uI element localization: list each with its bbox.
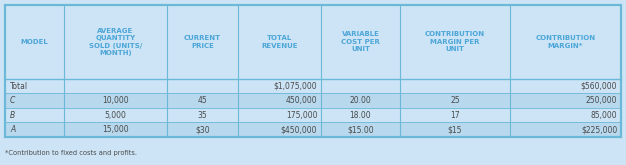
Text: C: C xyxy=(10,96,16,105)
Text: 18.00: 18.00 xyxy=(350,111,371,120)
FancyBboxPatch shape xyxy=(5,108,621,122)
Text: A: A xyxy=(10,125,15,134)
Text: VARIABLE
COST PER
UNIT: VARIABLE COST PER UNIT xyxy=(341,31,380,52)
FancyBboxPatch shape xyxy=(5,79,621,93)
Text: $15: $15 xyxy=(448,125,462,134)
FancyBboxPatch shape xyxy=(5,93,621,108)
Text: CONTRIBUTION
MARGIN*: CONTRIBUTION MARGIN* xyxy=(535,35,595,49)
Text: B: B xyxy=(10,111,15,120)
Text: CURRENT
PRICE: CURRENT PRICE xyxy=(184,35,221,49)
Text: 10,000: 10,000 xyxy=(102,96,129,105)
Text: $450,000: $450,000 xyxy=(281,125,317,134)
Text: CONTRIBUTION
MARGIN PER
UNIT: CONTRIBUTION MARGIN PER UNIT xyxy=(425,31,485,52)
Text: 20.00: 20.00 xyxy=(349,96,371,105)
FancyBboxPatch shape xyxy=(5,122,621,137)
Text: 17: 17 xyxy=(450,111,459,120)
Text: TOTAL
REVENUE: TOTAL REVENUE xyxy=(261,35,297,49)
Text: 25: 25 xyxy=(450,96,459,105)
Text: $30: $30 xyxy=(195,125,210,134)
Text: AVERAGE
QUANTITY
SOLD (UNITS/
MONTH): AVERAGE QUANTITY SOLD (UNITS/ MONTH) xyxy=(89,28,142,56)
Text: *Contribution to fixed costs and profits.: *Contribution to fixed costs and profits… xyxy=(5,150,137,156)
Text: 85,000: 85,000 xyxy=(590,111,617,120)
Text: $560,000: $560,000 xyxy=(581,82,617,91)
Text: 175,000: 175,000 xyxy=(285,111,317,120)
Text: $1,075,000: $1,075,000 xyxy=(274,82,317,91)
Text: 450,000: 450,000 xyxy=(285,96,317,105)
Text: 250,000: 250,000 xyxy=(586,96,617,105)
Text: Total: Total xyxy=(10,82,28,91)
Text: 35: 35 xyxy=(198,111,207,120)
Text: MODEL: MODEL xyxy=(21,39,48,45)
Text: 5,000: 5,000 xyxy=(105,111,126,120)
Text: 45: 45 xyxy=(198,96,207,105)
Text: 15,000: 15,000 xyxy=(102,125,129,134)
Text: $225,000: $225,000 xyxy=(581,125,617,134)
Text: $15.00: $15.00 xyxy=(347,125,374,134)
